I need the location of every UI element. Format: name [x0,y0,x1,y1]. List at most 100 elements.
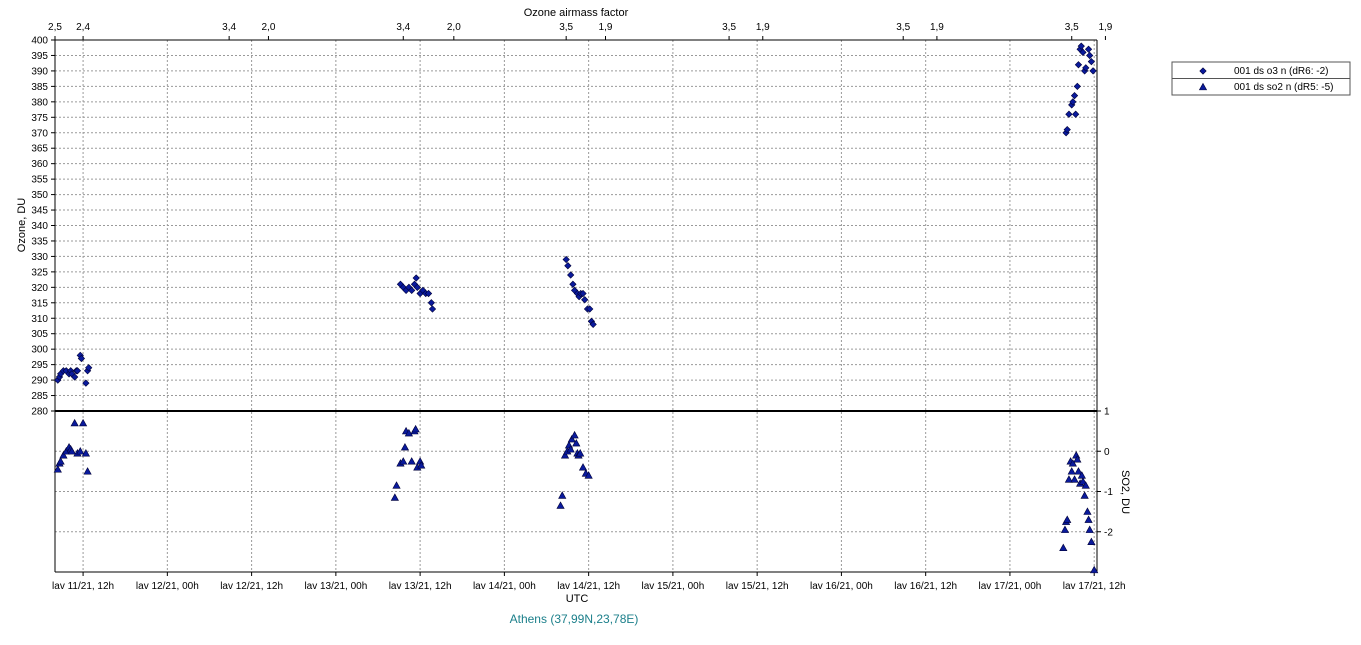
ozone-point [428,305,437,313]
axes: 280 285 290 295 300 305 310 315 320 325 330 335 340 3… [31,22,1125,592]
ozone-point [581,296,589,304]
ozone-point [1079,48,1087,56]
ozone-point [569,280,577,288]
ozone-point [1070,92,1079,100]
time-tick-label: lav 12/21, 12h [220,581,283,592]
so2-point [556,501,565,509]
ozone-tick-label: 365 [31,144,48,155]
ozone-point [586,305,594,313]
ozone-point [589,320,597,329]
ozone-series [54,42,1097,387]
so2-point [560,451,570,459]
airmass-tick-label: 3,4 [222,22,236,33]
ozone-point [579,289,587,298]
ozone-point [1072,110,1080,118]
time-tick-label: lav 15/21, 12h [726,581,789,592]
ozone-point [408,286,416,295]
ozone-tick-label: 335 [31,236,48,247]
legend-marker-so2 [1198,82,1208,91]
so2-point [567,434,576,443]
so2-point [400,443,410,451]
ozone-tick-label: 305 [31,329,48,340]
ozone-tick-label: 310 [31,314,48,325]
ozone-point [1086,51,1094,60]
plot-marks [53,42,1099,574]
ozone-point [1087,58,1096,66]
airmass-tick-label: 3,5 [896,22,910,33]
so2-point [1068,459,1077,467]
so2-point [566,445,575,453]
ozone-point [73,367,82,375]
so2-point [1080,491,1089,499]
airmass-tick-label: 1,9 [756,22,770,33]
time-tick-label: lav 11/21, 12h [52,581,114,592]
so2-point [1085,525,1094,533]
so2-point [81,449,91,457]
ozone-point [1074,61,1083,69]
ozone-point [412,274,420,282]
so2-point [53,465,62,473]
ozone-point [71,373,79,381]
ozone-point [413,283,421,291]
ozone-tick-label: 340 [31,221,48,232]
location-label: Athens (37,99N,23,78E) [510,612,639,626]
ozone-tick-label: 280 [31,407,48,418]
airmass-tick-label: 2,4 [76,22,90,33]
so2-point [1087,537,1096,545]
so2-point [1078,477,1088,485]
ozone-point [1089,67,1097,75]
ozone-tick-label: 375 [31,113,48,124]
ozone-point [1065,110,1073,118]
time-tick-label: lav 12/21, 00h [136,581,199,592]
airmass-tick-label: 3,5 [559,22,573,33]
legend-entry-o3: 001 ds o3 n (dR6: -2) [1234,66,1329,77]
so2-tick-label: 1 [1104,407,1110,418]
so2-point [1060,525,1070,533]
legend-triangle-icon [1198,82,1208,91]
airmass-tick-label: 2,0 [262,22,276,33]
legend-marker-o3 [1199,67,1207,75]
so2-point [78,418,88,427]
so2-point [578,463,588,471]
so2-point [1070,475,1079,483]
so2-point [404,428,413,437]
so2-point [70,418,79,427]
so2-point [67,447,76,455]
ozone-point [427,299,435,307]
ozone-point [82,379,90,387]
ozone-tick-label: 400 [31,36,48,47]
airmass-tick-label: 3,5 [1065,22,1079,33]
so2-point [1084,515,1093,523]
time-tick-label: lav 14/21, 00h [473,581,536,592]
ozone-point [85,364,93,372]
so2-point [390,493,399,501]
so2-point [1063,515,1072,523]
so2-point [572,438,581,447]
so2-point [399,457,408,465]
time-tick-label: lav 17/21, 00h [979,581,1042,592]
airmass-tick-label: 3,5 [722,22,736,33]
ozone-tick-label: 315 [31,298,48,309]
ozone-tick-label: 370 [31,128,48,139]
so2-tick-label: -1 [1104,487,1113,498]
so2-series [53,418,1099,574]
time-tick-label: lav 17/21, 12h [1063,581,1126,592]
so2-point [1067,467,1076,475]
ozone-tick-label: 350 [31,190,48,201]
airmass-tick-label: 3,4 [396,22,410,33]
airmass-tick-label: 2,5 [48,22,62,33]
ozone-point [1069,98,1077,106]
so2-point [417,461,426,469]
ozone-point [562,255,570,264]
y-axis-title: Ozone, DU [16,198,28,252]
time-tick-label: lav 14/21, 12h [557,581,620,592]
airmass-tick-label: 1,9 [1098,22,1112,33]
so2-point [407,457,416,465]
ozone-point [424,289,433,298]
ozone-tick-label: 320 [31,283,48,294]
so2-tick-label: 0 [1104,447,1110,458]
ozone-tick-label: 390 [31,66,48,77]
so2-point [1064,475,1074,483]
ozone-point [564,262,572,270]
